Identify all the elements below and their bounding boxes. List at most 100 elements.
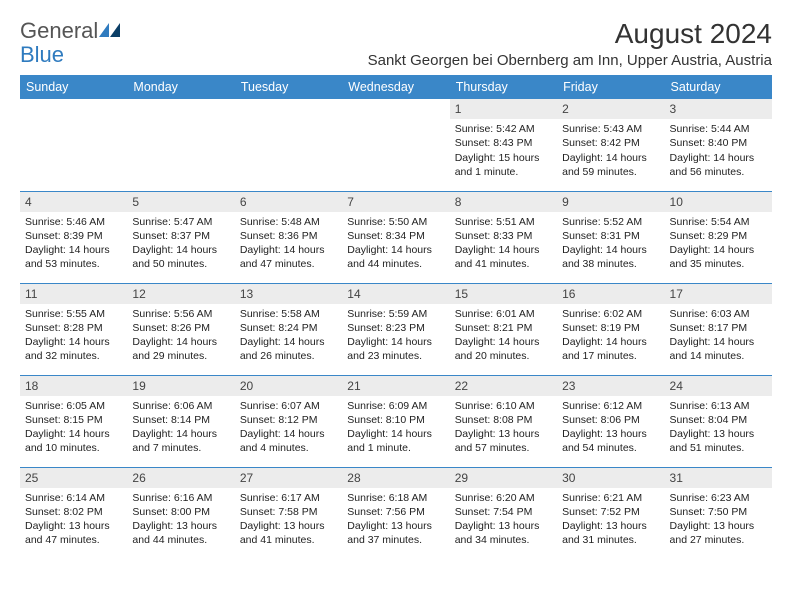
day-body: Sunrise: 5:43 AMSunset: 8:42 PMDaylight:…	[557, 119, 664, 183]
calendar-day-cell: 28Sunrise: 6:18 AMSunset: 7:56 PMDayligh…	[342, 467, 449, 559]
weekday-header: Saturday	[665, 75, 772, 99]
calendar-day-cell: 24Sunrise: 6:13 AMSunset: 8:04 PMDayligh…	[665, 375, 772, 467]
day-body: Sunrise: 5:42 AMSunset: 8:43 PMDaylight:…	[450, 119, 557, 183]
calendar-day-cell	[235, 99, 342, 191]
daylight-text: Daylight: 14 hours and 7 minutes.	[132, 427, 229, 455]
weekday-header: Monday	[127, 75, 234, 99]
sunset-text: Sunset: 8:28 PM	[25, 321, 122, 335]
calendar-day-cell: 10Sunrise: 5:54 AMSunset: 8:29 PMDayligh…	[665, 191, 772, 283]
calendar-day-cell: 14Sunrise: 5:59 AMSunset: 8:23 PMDayligh…	[342, 283, 449, 375]
calendar-week-row: 25Sunrise: 6:14 AMSunset: 8:02 PMDayligh…	[20, 467, 772, 559]
day-number: 28	[342, 468, 449, 488]
sunset-text: Sunset: 8:12 PM	[240, 413, 337, 427]
sunrise-text: Sunrise: 5:50 AM	[347, 215, 444, 229]
daylight-text: Daylight: 14 hours and 53 minutes.	[25, 243, 122, 271]
calendar-day-cell: 18Sunrise: 6:05 AMSunset: 8:15 PMDayligh…	[20, 375, 127, 467]
sunrise-text: Sunrise: 6:05 AM	[25, 399, 122, 413]
calendar-day-cell: 19Sunrise: 6:06 AMSunset: 8:14 PMDayligh…	[127, 375, 234, 467]
sunset-text: Sunset: 8:23 PM	[347, 321, 444, 335]
day-body: Sunrise: 6:13 AMSunset: 8:04 PMDaylight:…	[665, 396, 772, 460]
sunset-text: Sunset: 8:06 PM	[562, 413, 659, 427]
day-body: Sunrise: 6:06 AMSunset: 8:14 PMDaylight:…	[127, 396, 234, 460]
daylight-text: Daylight: 13 hours and 27 minutes.	[670, 519, 767, 547]
day-body: Sunrise: 6:16 AMSunset: 8:00 PMDaylight:…	[127, 488, 234, 552]
sunset-text: Sunset: 8:26 PM	[132, 321, 229, 335]
day-number: 18	[20, 376, 127, 396]
sunrise-text: Sunrise: 6:06 AM	[132, 399, 229, 413]
sunset-text: Sunset: 8:33 PM	[455, 229, 552, 243]
day-body: Sunrise: 5:55 AMSunset: 8:28 PMDaylight:…	[20, 304, 127, 368]
daylight-text: Daylight: 14 hours and 1 minute.	[347, 427, 444, 455]
calendar-week-row: 18Sunrise: 6:05 AMSunset: 8:15 PMDayligh…	[20, 375, 772, 467]
sunset-text: Sunset: 8:14 PM	[132, 413, 229, 427]
calendar-day-cell: 3Sunrise: 5:44 AMSunset: 8:40 PMDaylight…	[665, 99, 772, 191]
day-number: 26	[127, 468, 234, 488]
calendar-day-cell: 20Sunrise: 6:07 AMSunset: 8:12 PMDayligh…	[235, 375, 342, 467]
daylight-text: Daylight: 13 hours and 54 minutes.	[562, 427, 659, 455]
weekday-header: Thursday	[450, 75, 557, 99]
weekday-header: Sunday	[20, 75, 127, 99]
sunset-text: Sunset: 8:42 PM	[562, 136, 659, 150]
calendar-day-cell: 7Sunrise: 5:50 AMSunset: 8:34 PMDaylight…	[342, 191, 449, 283]
sunrise-text: Sunrise: 6:07 AM	[240, 399, 337, 413]
day-number: 19	[127, 376, 234, 396]
calendar-body: 1Sunrise: 5:42 AMSunset: 8:43 PMDaylight…	[20, 99, 772, 559]
sunrise-text: Sunrise: 6:14 AM	[25, 491, 122, 505]
day-number: 30	[557, 468, 664, 488]
daylight-text: Daylight: 14 hours and 47 minutes.	[240, 243, 337, 271]
day-number: 2	[557, 99, 664, 119]
sunrise-text: Sunrise: 5:43 AM	[562, 122, 659, 136]
daylight-text: Daylight: 14 hours and 32 minutes.	[25, 335, 122, 363]
daylight-text: Daylight: 14 hours and 56 minutes.	[670, 151, 767, 179]
day-number: 10	[665, 192, 772, 212]
daylight-text: Daylight: 14 hours and 10 minutes.	[25, 427, 122, 455]
daylight-text: Daylight: 13 hours and 51 minutes.	[670, 427, 767, 455]
sunset-text: Sunset: 7:52 PM	[562, 505, 659, 519]
sunset-text: Sunset: 7:58 PM	[240, 505, 337, 519]
day-body: Sunrise: 6:07 AMSunset: 8:12 PMDaylight:…	[235, 396, 342, 460]
calendar-week-row: 11Sunrise: 5:55 AMSunset: 8:28 PMDayligh…	[20, 283, 772, 375]
day-number: 20	[235, 376, 342, 396]
sunset-text: Sunset: 8:10 PM	[347, 413, 444, 427]
calendar-day-cell	[20, 99, 127, 191]
calendar-day-cell: 26Sunrise: 6:16 AMSunset: 8:00 PMDayligh…	[127, 467, 234, 559]
sunset-text: Sunset: 7:56 PM	[347, 505, 444, 519]
day-body: Sunrise: 6:21 AMSunset: 7:52 PMDaylight:…	[557, 488, 664, 552]
daylight-text: Daylight: 13 hours and 47 minutes.	[25, 519, 122, 547]
sunrise-text: Sunrise: 6:01 AM	[455, 307, 552, 321]
calendar-day-cell: 11Sunrise: 5:55 AMSunset: 8:28 PMDayligh…	[20, 283, 127, 375]
sunrise-text: Sunrise: 5:56 AM	[132, 307, 229, 321]
daylight-text: Daylight: 14 hours and 38 minutes.	[562, 243, 659, 271]
day-body: Sunrise: 6:20 AMSunset: 7:54 PMDaylight:…	[450, 488, 557, 552]
day-number: 4	[20, 192, 127, 212]
weekday-header-row: SundayMondayTuesdayWednesdayThursdayFrid…	[20, 75, 772, 99]
calendar-day-cell: 6Sunrise: 5:48 AMSunset: 8:36 PMDaylight…	[235, 191, 342, 283]
sunrise-text: Sunrise: 6:09 AM	[347, 399, 444, 413]
calendar-day-cell: 21Sunrise: 6:09 AMSunset: 8:10 PMDayligh…	[342, 375, 449, 467]
day-number: 3	[665, 99, 772, 119]
daylight-text: Daylight: 15 hours and 1 minute.	[455, 151, 552, 179]
daylight-text: Daylight: 14 hours and 23 minutes.	[347, 335, 444, 363]
sunrise-text: Sunrise: 5:47 AM	[132, 215, 229, 229]
day-number: 5	[127, 192, 234, 212]
sunset-text: Sunset: 8:08 PM	[455, 413, 552, 427]
day-body: Sunrise: 6:14 AMSunset: 8:02 PMDaylight:…	[20, 488, 127, 552]
calendar-day-cell: 2Sunrise: 5:43 AMSunset: 8:42 PMDaylight…	[557, 99, 664, 191]
day-body: Sunrise: 6:12 AMSunset: 8:06 PMDaylight:…	[557, 396, 664, 460]
day-number: 31	[665, 468, 772, 488]
daylight-text: Daylight: 14 hours and 26 minutes.	[240, 335, 337, 363]
day-number: 15	[450, 284, 557, 304]
sunset-text: Sunset: 8:43 PM	[455, 136, 552, 150]
daylight-text: Daylight: 14 hours and 17 minutes.	[562, 335, 659, 363]
daylight-text: Daylight: 14 hours and 44 minutes.	[347, 243, 444, 271]
daylight-text: Daylight: 14 hours and 50 minutes.	[132, 243, 229, 271]
calendar-week-row: 4Sunrise: 5:46 AMSunset: 8:39 PMDaylight…	[20, 191, 772, 283]
sunset-text: Sunset: 7:50 PM	[670, 505, 767, 519]
logo: General	[20, 18, 123, 44]
sunset-text: Sunset: 8:39 PM	[25, 229, 122, 243]
sunrise-text: Sunrise: 6:20 AM	[455, 491, 552, 505]
day-number: 7	[342, 192, 449, 212]
day-number: 24	[665, 376, 772, 396]
sunset-text: Sunset: 8:19 PM	[562, 321, 659, 335]
weekday-header: Wednesday	[342, 75, 449, 99]
